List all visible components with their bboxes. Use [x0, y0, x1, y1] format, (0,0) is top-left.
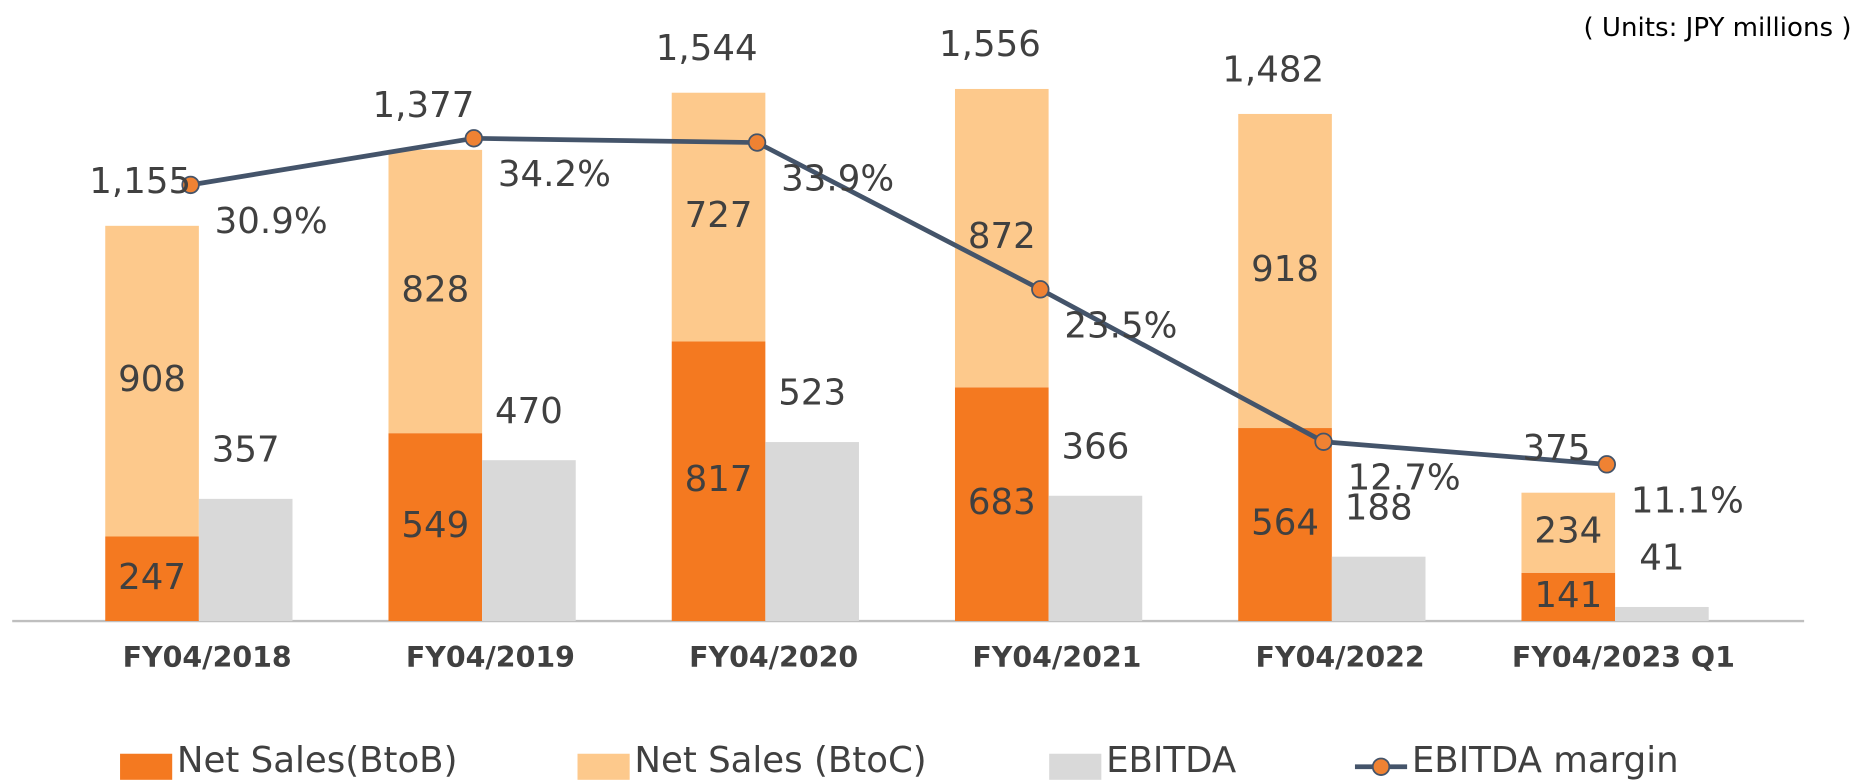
units-note: ( Units: JPY millions ) [1583, 13, 1851, 43]
total-label: 1,544 [656, 28, 758, 69]
legend-label: Net Sales(BtoB) [177, 740, 458, 781]
margin-label: 33.9% [781, 158, 894, 199]
bar [1048, 495, 1143, 622]
x-tick-label: FY04/2018 [123, 641, 292, 674]
bar-value-label: 908 [118, 359, 186, 400]
bar [1521, 572, 1616, 622]
margin-marker [1314, 432, 1333, 451]
bar-value-label: 872 [968, 216, 1036, 257]
bar [671, 341, 766, 622]
bar-value-label: 366 [1061, 426, 1129, 467]
legend-label: EBITDA margin [1412, 740, 1679, 781]
bar-value-label: 918 [1251, 249, 1319, 290]
bar-value-label: 828 [401, 270, 469, 311]
legend-label: EBITDA [1106, 740, 1237, 781]
bar [1521, 492, 1616, 573]
bar-value-label: 727 [685, 195, 753, 236]
bar-value-label: 817 [685, 459, 753, 500]
total-label: 1,377 [373, 85, 475, 126]
legend-swatch [120, 753, 173, 780]
x-tick-label: FY04/2020 [689, 641, 858, 674]
legend-swatch [1049, 753, 1102, 780]
bar-value-label: 564 [1251, 503, 1319, 544]
bar-value-label: 188 [1345, 487, 1413, 528]
total-label: 1,155 [89, 161, 191, 202]
margin-label: 12.7% [1348, 458, 1461, 499]
bar [105, 536, 199, 622]
bar [388, 149, 483, 434]
bar [954, 88, 1049, 388]
x-tick-label: FY04/2021 [972, 641, 1141, 674]
bar [1615, 606, 1709, 622]
margin-line [190, 135, 1607, 467]
margin-marker [1597, 455, 1616, 474]
bar-value-label: 41 [1639, 538, 1684, 579]
margin-label: 34.2% [498, 154, 611, 195]
bar-value-label: 247 [118, 557, 186, 598]
total-label: 375 [1523, 428, 1591, 469]
margin-marker [747, 133, 767, 152]
x-tick-label: FY04/2019 [406, 641, 575, 674]
legend-swatch [1371, 757, 1391, 776]
bar [1238, 113, 1332, 429]
bar-value-label: 141 [1534, 575, 1602, 616]
bar-value-label: 470 [495, 391, 563, 432]
x-tick-label: FY04/2023 Q1 [1512, 641, 1735, 674]
total-label: 1,482 [1222, 49, 1324, 90]
margin-label: 11.1% [1631, 480, 1744, 521]
bar-value-label: 357 [212, 429, 280, 470]
bar-value-label: 683 [968, 482, 1036, 523]
bar [1331, 556, 1426, 622]
bar [954, 387, 1049, 622]
margin-label: 30.9% [215, 201, 328, 242]
legend-swatch [577, 753, 630, 780]
bar [105, 225, 199, 537]
margin-marker [1031, 280, 1050, 299]
margin-label: 23.5% [1064, 305, 1177, 346]
bar [482, 460, 576, 622]
total-label: 1,556 [939, 24, 1041, 65]
bar-value-label: 549 [401, 505, 469, 546]
bar-value-label: 234 [1534, 511, 1602, 552]
margin-marker [464, 129, 484, 148]
bar [765, 442, 859, 622]
bar [198, 498, 293, 622]
margin-marker [181, 175, 200, 195]
bar [1238, 428, 1332, 622]
legend-label: Net Sales (BtoC) [634, 740, 926, 781]
bar [388, 433, 483, 622]
bar [671, 92, 766, 342]
x-tick-label: FY04/2022 [1256, 641, 1425, 674]
bar-value-label: 523 [778, 373, 846, 414]
